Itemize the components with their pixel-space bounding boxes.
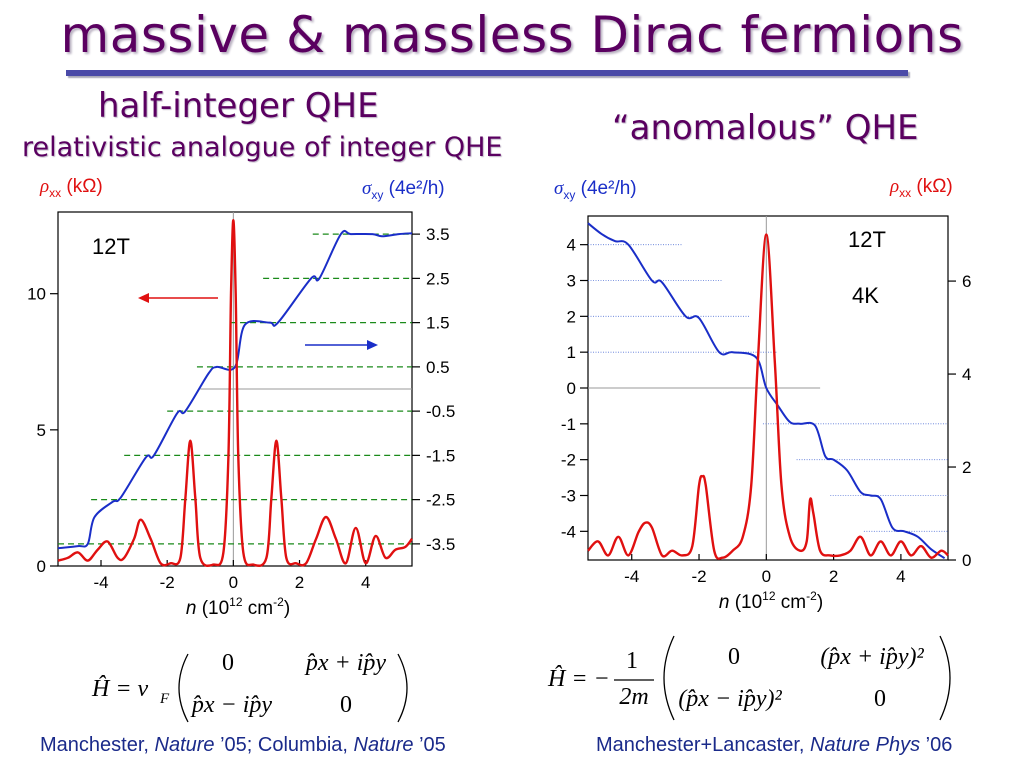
left-x-tick-label: 2 [295, 573, 304, 592]
left-sigma-arrowhead [367, 340, 378, 350]
right-x-tick-label: 0 [762, 567, 771, 586]
left-x-axis-label: n (1012 cm-2) [186, 595, 290, 619]
title-underline [66, 70, 908, 76]
right-field-annotation: 12T [848, 227, 886, 252]
credit-right: Manchester+Lancaster, Nature Phys ’06 [596, 734, 953, 756]
left-rho-arrowhead [138, 293, 149, 303]
left-x-tick-label: -4 [93, 573, 108, 592]
right-left-y-tick-label: -1 [561, 415, 576, 434]
right-sigma-xy-curve [587, 222, 946, 560]
right-left-y-tick-label: 3 [567, 272, 576, 291]
slide-title: massive & massless Dirac fermions [60, 6, 964, 64]
right-matrix-bracket-open [663, 635, 675, 721]
right-sigma-axis-label: σxy (4e²/h) [554, 178, 637, 202]
left-left-y-tick-label: 5 [37, 421, 46, 440]
left-right-y-tick-label: -0.5 [426, 402, 455, 421]
left-matrix-bracket-close [397, 653, 408, 723]
left-x-tick-label: 4 [361, 573, 370, 592]
right-matrix-entry-22: 0 [874, 686, 886, 712]
right-rho-axis-label: ρxx (kΩ) [889, 176, 953, 200]
left-hamiltonian-lhs: Ĥ = v [91, 676, 149, 702]
right-x-tick-label: -4 [624, 567, 639, 586]
left-x-tick-label: -2 [160, 573, 175, 592]
right-left-y-tick-label: -2 [561, 451, 576, 470]
right-heading: “anomalous” QHE [612, 108, 919, 148]
left-right-y-tick-label: 2.5 [426, 269, 450, 288]
right-x-tick-label: 4 [896, 567, 905, 586]
right-left-y-tick-label: 4 [567, 236, 576, 255]
right-left-y-tick-label: 1 [567, 343, 576, 362]
left-right-y-tick-label: -2.5 [426, 491, 455, 510]
left-heading: half-integer QHE [98, 86, 379, 126]
left-sigma-xy-curve [57, 229, 413, 550]
left-right-y-tick-label: 3.5 [426, 225, 450, 244]
left-hamiltonian-subscript: F [159, 691, 170, 707]
left-left-y-tick-label: 10 [27, 285, 46, 304]
left-right-y-tick-label: 0.5 [426, 358, 450, 377]
left-matrix-entry-11: 0 [222, 650, 234, 676]
right-hamiltonian-lhs: Ĥ = − [547, 666, 610, 692]
right-matrix-bracket-close [939, 635, 951, 721]
left-right-y-tick-label: 1.5 [426, 314, 450, 333]
right-matrix-entry-21: (p̂x − ip̂y)² [678, 686, 782, 712]
left-x-tick-label: 0 [229, 573, 238, 592]
right-matrix-entry-12: (p̂x + ip̂y)² [820, 644, 924, 670]
left-matrix-entry-12: p̂x + ip̂y [304, 650, 387, 676]
left-right-y-tick-label: -3.5 [426, 535, 455, 554]
right-fraction-numerator: 1 [626, 648, 638, 674]
left-right-y-tick-label: -1.5 [426, 446, 455, 465]
right-x-tick-label: -2 [691, 567, 706, 586]
right-right-y-tick-label: 0 [962, 551, 971, 570]
right-temperature-annotation: 4K [852, 283, 879, 308]
right-matrix-entry-11: 0 [728, 644, 740, 670]
right-x-tick-label: 2 [829, 567, 838, 586]
left-matrix-entry-21: p̂x − ip̂y [190, 692, 273, 718]
left-matrix-entry-22: 0 [340, 692, 352, 718]
right-left-y-tick-label: 2 [567, 307, 576, 326]
right-fraction-denominator: 2m [619, 684, 648, 710]
left-rho-axis-label: ρxx (kΩ) [39, 176, 103, 200]
right-right-y-tick-label: 6 [962, 272, 971, 291]
left-field-annotation: 12T [92, 234, 130, 259]
credit-left: Manchester, Nature ’05; Columbia, Nature… [40, 734, 446, 756]
right-left-y-tick-label: -3 [561, 487, 576, 506]
right-left-y-tick-label: -4 [561, 522, 576, 541]
right-rho-xx-curve [587, 233, 949, 560]
left-rho-xx-curve [57, 219, 413, 567]
left-sigma-axis-label: σxy (4e²/h) [362, 178, 445, 202]
left-matrix-bracket-open [178, 653, 189, 723]
left-subheading: relativistic analogue of integer QHE [22, 132, 503, 163]
right-right-y-tick-label: 4 [962, 365, 971, 384]
right-right-y-tick-label: 2 [962, 458, 971, 477]
right-x-axis-label: n (1012 cm-2) [719, 589, 823, 613]
right-left-y-tick-label: 0 [567, 379, 576, 398]
left-left-y-tick-label: 0 [37, 557, 46, 576]
